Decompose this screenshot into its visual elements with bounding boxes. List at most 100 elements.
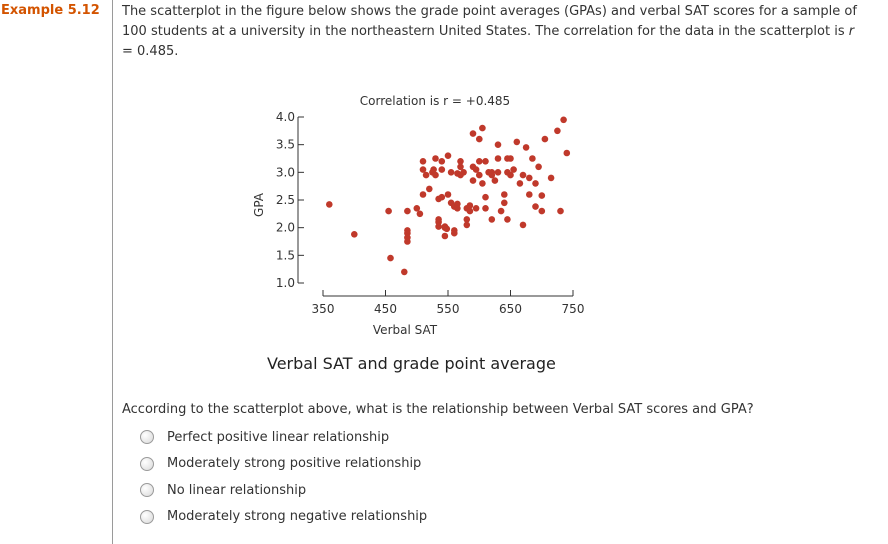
data-point — [457, 158, 464, 165]
chart-title: Correlation is r = +0.485 — [360, 94, 510, 108]
option-perfect-positive[interactable]: Perfect positive linear relationship — [140, 424, 427, 451]
y-tick-label: 2.0 — [276, 221, 295, 235]
x-axis-label: Verbal SAT — [373, 323, 438, 337]
data-point — [438, 193, 446, 201]
y-tick-label: 2.5 — [276, 193, 295, 207]
data-point — [457, 163, 464, 171]
data-point — [529, 155, 536, 162]
data-point — [460, 169, 467, 176]
data-point — [435, 216, 442, 223]
data-point — [494, 141, 502, 148]
data-point — [482, 158, 489, 165]
data-point — [444, 152, 452, 159]
option-moderately-strong-negative[interactable]: Moderately strong negative relationship — [140, 504, 427, 531]
data-point — [563, 149, 571, 157]
data-point — [491, 177, 499, 184]
data-point — [476, 171, 483, 179]
radio-button[interactable] — [140, 456, 154, 471]
data-point — [504, 216, 511, 223]
data-point — [430, 166, 437, 173]
data-point — [444, 191, 452, 198]
data-point — [401, 268, 408, 276]
data-point — [519, 171, 527, 179]
data-point — [494, 155, 502, 162]
data-points — [326, 116, 571, 276]
x-tick-label: 750 — [562, 302, 585, 316]
data-point — [526, 191, 533, 198]
data-point — [522, 144, 530, 151]
data-point — [469, 177, 477, 184]
data-point — [501, 191, 508, 198]
data-point — [507, 171, 514, 179]
data-point — [454, 205, 461, 212]
data-point — [538, 192, 546, 199]
question-text: According to the scatterplot above, what… — [122, 402, 754, 417]
data-point — [501, 199, 508, 207]
data-point — [476, 158, 483, 165]
data-point — [438, 166, 446, 173]
data-point — [472, 205, 480, 212]
data-point — [385, 207, 392, 215]
data-point — [532, 180, 539, 187]
data-point — [351, 231, 358, 238]
data-point — [432, 155, 439, 162]
data-point — [488, 171, 496, 179]
data-point — [479, 180, 486, 187]
data-point — [419, 166, 427, 173]
y-tick-label: 3.0 — [276, 165, 295, 179]
data-point — [416, 210, 424, 218]
data-point — [463, 216, 471, 223]
data-point — [404, 227, 411, 234]
data-point — [494, 169, 502, 176]
x-tick-label: 650 — [499, 302, 522, 316]
answer-options: Perfect positive linear relationship Mod… — [140, 424, 427, 530]
data-point — [426, 185, 433, 193]
data-point — [326, 201, 333, 208]
data-point — [482, 193, 489, 201]
option-label: No linear relationship — [167, 482, 307, 498]
correlation-symbol: r — [848, 24, 855, 39]
data-point — [422, 171, 430, 179]
radio-button[interactable] — [140, 509, 154, 524]
option-no-linear[interactable]: No linear relationship — [140, 477, 427, 504]
data-point — [451, 227, 458, 234]
left-divider — [112, 0, 113, 544]
data-point — [466, 207, 474, 215]
data-point — [387, 254, 394, 262]
y-tick-label: 3.5 — [276, 138, 295, 152]
x-axis: 350 450 550 650 750 — [312, 290, 585, 316]
data-point — [469, 130, 477, 137]
data-point — [432, 171, 439, 179]
data-point — [538, 207, 546, 215]
data-point — [513, 138, 521, 146]
option-label: Perfect positive linear relationship — [167, 429, 390, 445]
y-axis-label: GPA — [252, 192, 266, 217]
chart-caption: Verbal SAT and grade point average — [267, 354, 556, 373]
data-point — [404, 207, 411, 215]
data-point — [404, 238, 411, 245]
data-point — [519, 221, 527, 229]
data-point — [479, 124, 486, 132]
y-tick-label: 1.5 — [276, 248, 295, 262]
intro-tail: = 0.485. — [122, 44, 179, 59]
data-point — [516, 180, 524, 187]
radio-button[interactable] — [140, 483, 154, 498]
option-label: Moderately strong negative relationship — [167, 509, 428, 525]
data-point — [554, 127, 561, 135]
data-point — [476, 135, 483, 143]
data-point — [472, 166, 480, 173]
data-point — [419, 158, 427, 165]
radio-button[interactable] — [140, 430, 154, 445]
data-point — [482, 205, 489, 212]
data-point — [438, 158, 446, 165]
data-point — [447, 169, 455, 176]
data-point — [413, 205, 421, 212]
option-moderately-strong-positive[interactable]: Moderately strong positive relationship — [140, 451, 427, 478]
data-point — [510, 166, 517, 173]
x-tick-label: 550 — [437, 302, 460, 316]
example-label: Example 5.12 — [1, 3, 100, 18]
data-point — [541, 135, 549, 143]
data-point — [532, 203, 539, 210]
y-tick-label: 4.0 — [276, 110, 295, 124]
option-label: Moderately strong positive relationship — [167, 456, 422, 472]
